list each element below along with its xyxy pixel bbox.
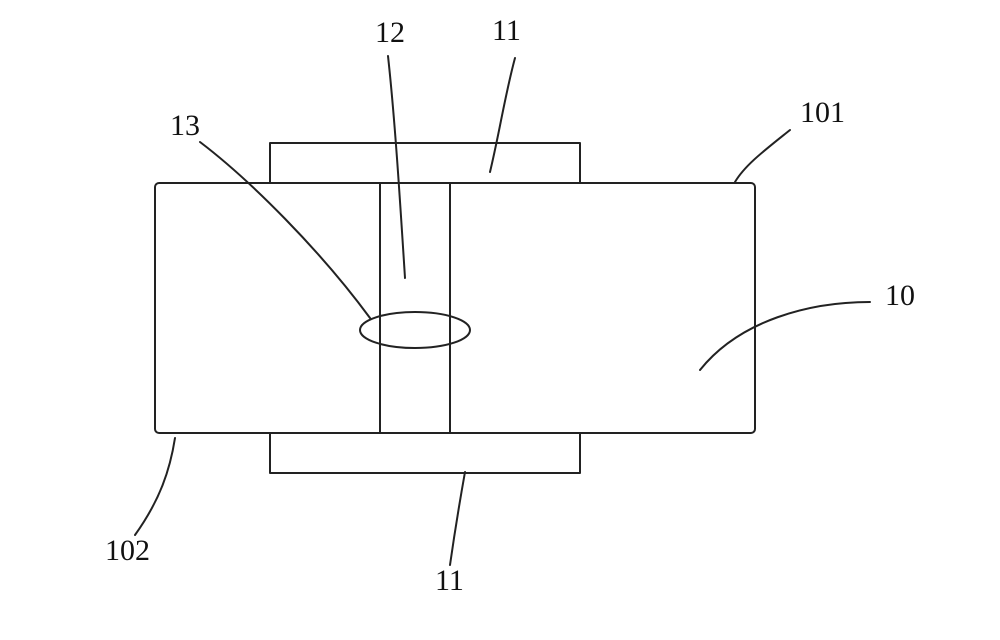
label-10: 10 xyxy=(885,279,915,312)
label-102: 102 xyxy=(105,534,150,567)
leader-101 xyxy=(735,130,790,182)
top-tab xyxy=(270,143,580,183)
label-12: 12 xyxy=(375,16,405,49)
bottom-tab xyxy=(270,433,580,473)
leader-10 xyxy=(700,302,870,370)
label-11_bottom: 11 xyxy=(435,564,464,597)
leader-11_bottom xyxy=(450,472,465,565)
center-column xyxy=(380,183,450,433)
leader-11_top xyxy=(490,58,515,172)
leader-12 xyxy=(388,56,405,278)
hole xyxy=(360,312,470,348)
leader-13 xyxy=(200,142,370,318)
label-101: 101 xyxy=(800,96,845,129)
label-13: 13 xyxy=(170,109,200,142)
label-11_top: 11 xyxy=(492,14,521,47)
main-body xyxy=(155,183,755,433)
leader-102 xyxy=(135,438,175,535)
